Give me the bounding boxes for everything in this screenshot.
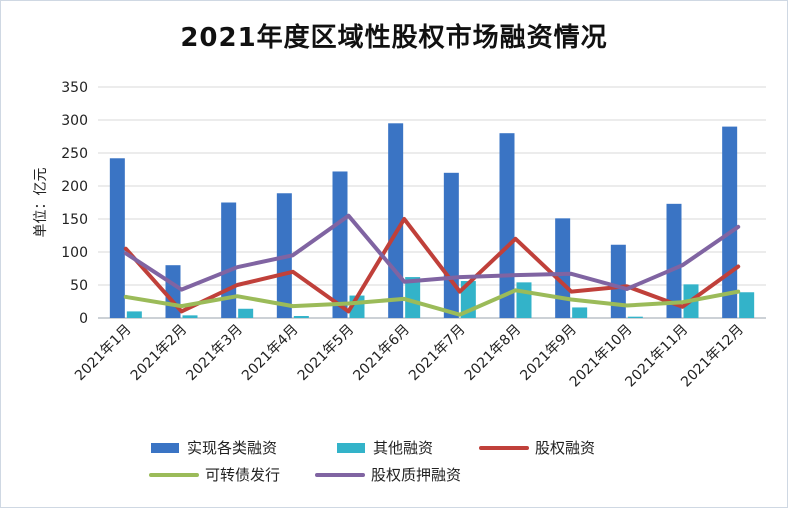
bar-other	[182, 315, 198, 318]
bar-other	[405, 277, 421, 318]
y-tick-label: 150	[61, 212, 88, 228]
x-tick-label: 2021年3月	[183, 322, 246, 385]
bar-other	[627, 316, 643, 318]
bar-total	[109, 158, 125, 318]
bar-other	[516, 282, 532, 318]
legend-label: 股权质押融资	[371, 466, 461, 484]
x-tick-label: 2021年7月	[406, 322, 469, 385]
bar-total	[499, 133, 515, 318]
bar-other	[238, 308, 254, 318]
bar-total	[666, 203, 682, 318]
x-tick-label: 2021年1月	[72, 322, 135, 385]
y-tick-label: 0	[79, 311, 88, 327]
bar-total	[443, 172, 459, 318]
bar-total	[332, 171, 348, 318]
legend-label: 实现各类融资	[187, 439, 277, 457]
x-tick-label: 2021年6月	[350, 322, 413, 385]
bar-other	[572, 307, 588, 318]
y-tick-label: 50	[70, 278, 88, 294]
y-tick-label: 250	[61, 146, 88, 162]
legend-label: 可转债发行	[205, 466, 280, 484]
x-tick-label: 2021年2月	[128, 322, 191, 385]
legend-label: 其他融资	[373, 439, 433, 457]
line-series-0	[123, 217, 741, 314]
bar-total	[555, 218, 571, 318]
y-tick-label: 300	[61, 113, 88, 129]
line-series-2	[123, 213, 741, 292]
bar-other	[126, 311, 142, 318]
bar-total	[610, 244, 626, 318]
bar-other	[293, 316, 309, 318]
x-tick-label: 2021年4月	[239, 322, 302, 385]
y-tick-label: 100	[61, 245, 88, 261]
bar-total	[722, 126, 738, 318]
line-series-1	[123, 288, 741, 317]
chart-title: 2021年度区域性股权市场融资情况	[180, 23, 608, 53]
y-tick-label: 350	[61, 80, 88, 96]
x-tick-label: 2021年5月	[295, 322, 358, 385]
y-axis-label: 单位：亿元	[33, 168, 49, 238]
legend-label: 股权融资	[535, 439, 595, 457]
bar-other	[739, 292, 755, 318]
x-tick-label: 2021年8月	[462, 322, 525, 385]
legend-swatch-bar	[337, 443, 365, 453]
legend-swatch-bar	[151, 443, 179, 453]
y-tick-label: 200	[61, 179, 88, 195]
